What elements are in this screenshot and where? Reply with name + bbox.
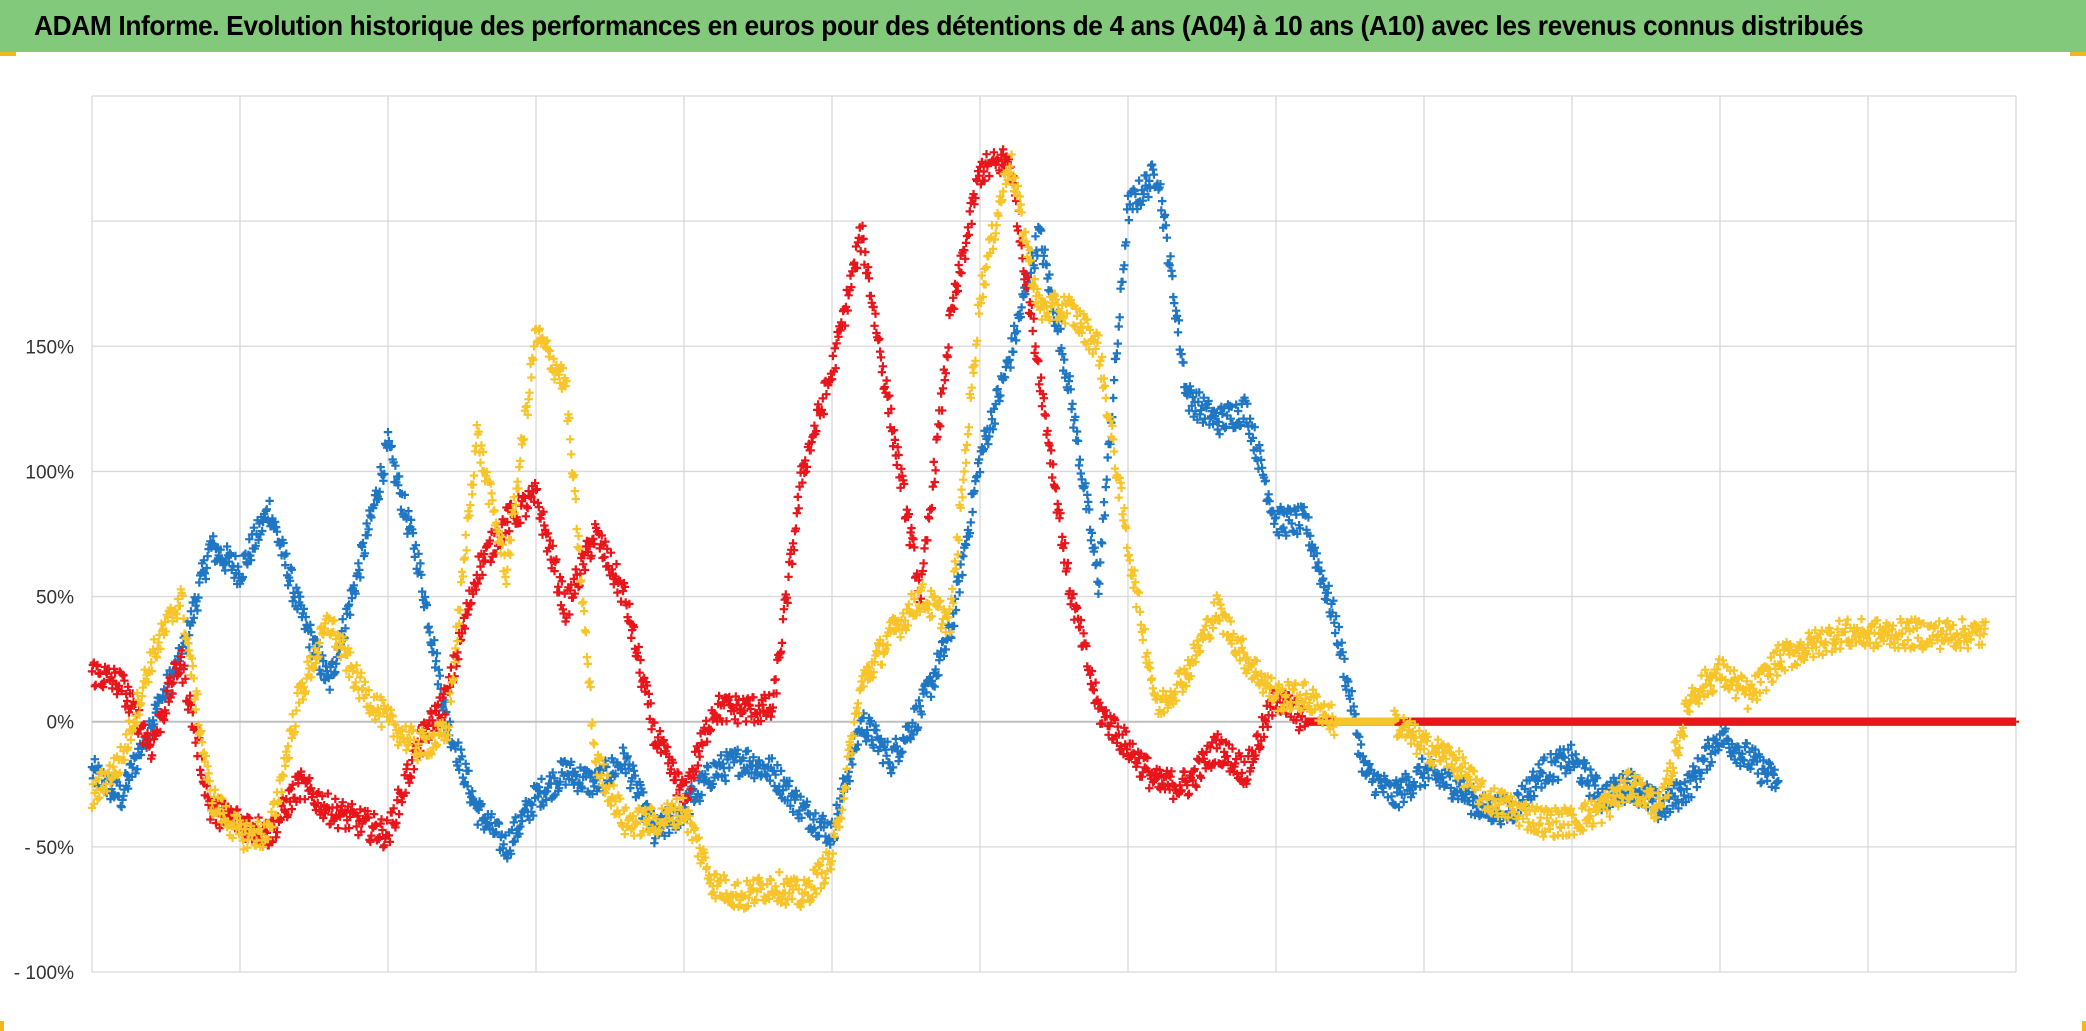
chart-title-bar: ADAM Informe. Evolution historique des p… [0,0,2086,52]
corner-decoration-bottom-right [2082,1021,2086,1031]
y-tick-label: - 100% [14,963,74,984]
scatter-chart: - 100% - 50% 0% 50% 100% 150% [14,95,2020,984]
corner-decoration-top-right [2070,52,2086,56]
y-tick-label: 100% [25,462,74,483]
chart-title: ADAM Informe. Evolution historique des p… [34,10,1864,41]
y-tick-label: 150% [25,337,74,358]
series-markers [87,160,1783,863]
y-tick-label: - 50% [24,838,74,859]
corner-decoration-top-left [0,52,16,56]
corner-decoration-bottom-left [0,1021,4,1031]
y-axis-tick-labels: - 100% - 50% 0% 50% 100% 150% [14,337,74,984]
y-tick-label: 0% [47,713,75,734]
data-points [87,145,2020,913]
vertical-gridlines [91,96,2017,972]
series-3 [87,150,1990,913]
y-tick-label: 50% [36,588,74,609]
series-markers [87,150,1990,913]
series-1 [87,160,1783,863]
